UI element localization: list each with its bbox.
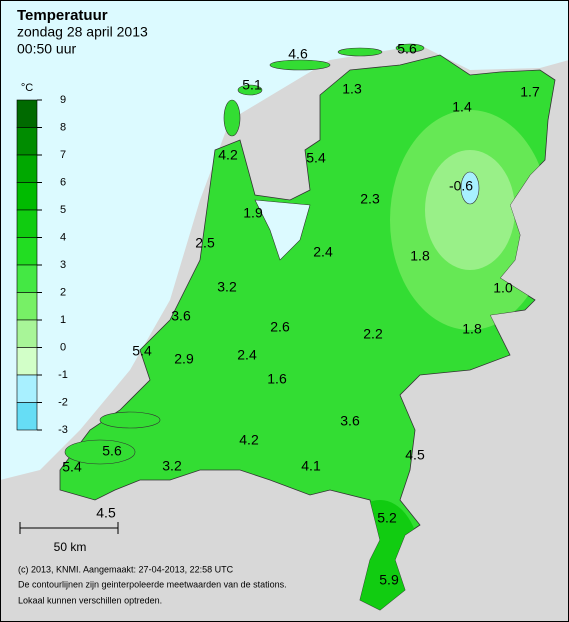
legend-swatch [16, 292, 38, 321]
legend-label: -2 [58, 396, 68, 408]
station-value: 2.2 [363, 326, 383, 342]
station-value: 3.6 [171, 308, 191, 324]
station-value: 5.6 [397, 41, 417, 57]
station-value: 2.6 [270, 319, 290, 335]
station-value: 2.5 [195, 235, 215, 251]
legend-swatch [16, 402, 38, 431]
station-value: 1.8 [462, 321, 482, 337]
legend-swatch [16, 209, 38, 238]
legend-swatch [16, 374, 38, 403]
time: 00:50 uur [17, 41, 76, 57]
station-value: 4.5 [405, 447, 425, 463]
legend-label: 8 [60, 121, 66, 133]
legend-swatch [16, 347, 38, 376]
legend-label: 0 [60, 341, 66, 353]
legend: 9 8 7 6 5 4 3 2 1 0 -1 -2 -3 [16, 94, 68, 436]
stations: 4.6 5.6 5.1 1.3 1.4 1.7 4.2 5.4 -0.6 2.3 1.9 2.5 2.4… [62, 41, 540, 588]
footer-line: De contourlijnen zijn geinterpoleerde me… [18, 579, 287, 589]
station-value: 4.2 [218, 147, 238, 163]
station-value: 5.9 [379, 572, 399, 588]
station-value: 1.8 [410, 248, 430, 264]
legend-label: 7 [60, 149, 66, 161]
legend-label: -3 [58, 424, 68, 436]
scale-label: 50 km [54, 540, 87, 554]
legend-unit: °C [21, 82, 33, 94]
station-value: 1.9 [243, 205, 263, 221]
legend-label: 9 [60, 94, 66, 106]
station-value: 4.2 [239, 432, 259, 448]
legend-label: 3 [60, 259, 66, 271]
station-value: 4.6 [288, 46, 308, 62]
legend-swatch [16, 182, 38, 211]
station-value: 5.2 [377, 510, 397, 526]
legend-swatch [16, 154, 38, 183]
station-value: 5.4 [132, 343, 152, 359]
legend-swatch [16, 264, 38, 293]
legend-swatch [16, 127, 38, 156]
station-value: 1.6 [267, 371, 287, 387]
station-value: 1.7 [520, 84, 540, 100]
station-value: 5.6 [102, 443, 122, 459]
station-value: 2.4 [313, 244, 333, 260]
footer-line: (c) 2013, KNMI. Aangemaakt: 27-04-2013, … [18, 564, 234, 574]
station-value: 5.4 [62, 459, 82, 475]
station-value: 5.4 [306, 150, 326, 166]
station-value: 4.1 [301, 458, 321, 474]
station-value: 1.0 [493, 280, 513, 296]
land [59, 43, 556, 611]
legend-label: 1 [60, 314, 66, 326]
subtitle: zondag 28 april 2013 [17, 24, 148, 40]
station-value: -0.6 [449, 178, 473, 194]
station-value: 5.1 [242, 77, 262, 93]
station-value: 2.3 [360, 191, 380, 207]
station-value: 2.9 [174, 351, 194, 367]
station-value: 1.4 [452, 99, 472, 115]
legend-label: 2 [60, 286, 66, 298]
station-value: 3.2 [217, 279, 237, 295]
legend-label: 6 [60, 176, 66, 188]
legend-label: 4 [60, 231, 66, 243]
station-value: 3.2 [162, 458, 182, 474]
footer-line: Lokaal kunnen verschillen optreden. [18, 595, 162, 605]
legend-label: -1 [58, 369, 68, 381]
sea [0, 0, 569, 480]
legend-swatch [16, 99, 38, 128]
legend-swatch [16, 319, 38, 348]
station-value: 1.3 [342, 81, 362, 97]
legend-swatch [16, 237, 38, 266]
legend-label: 5 [60, 204, 66, 216]
station-value: 2.4 [237, 347, 257, 363]
station-value: 4.5 [96, 505, 116, 521]
station-value: 3.6 [340, 413, 360, 429]
title: Temperatuur [17, 7, 108, 24]
